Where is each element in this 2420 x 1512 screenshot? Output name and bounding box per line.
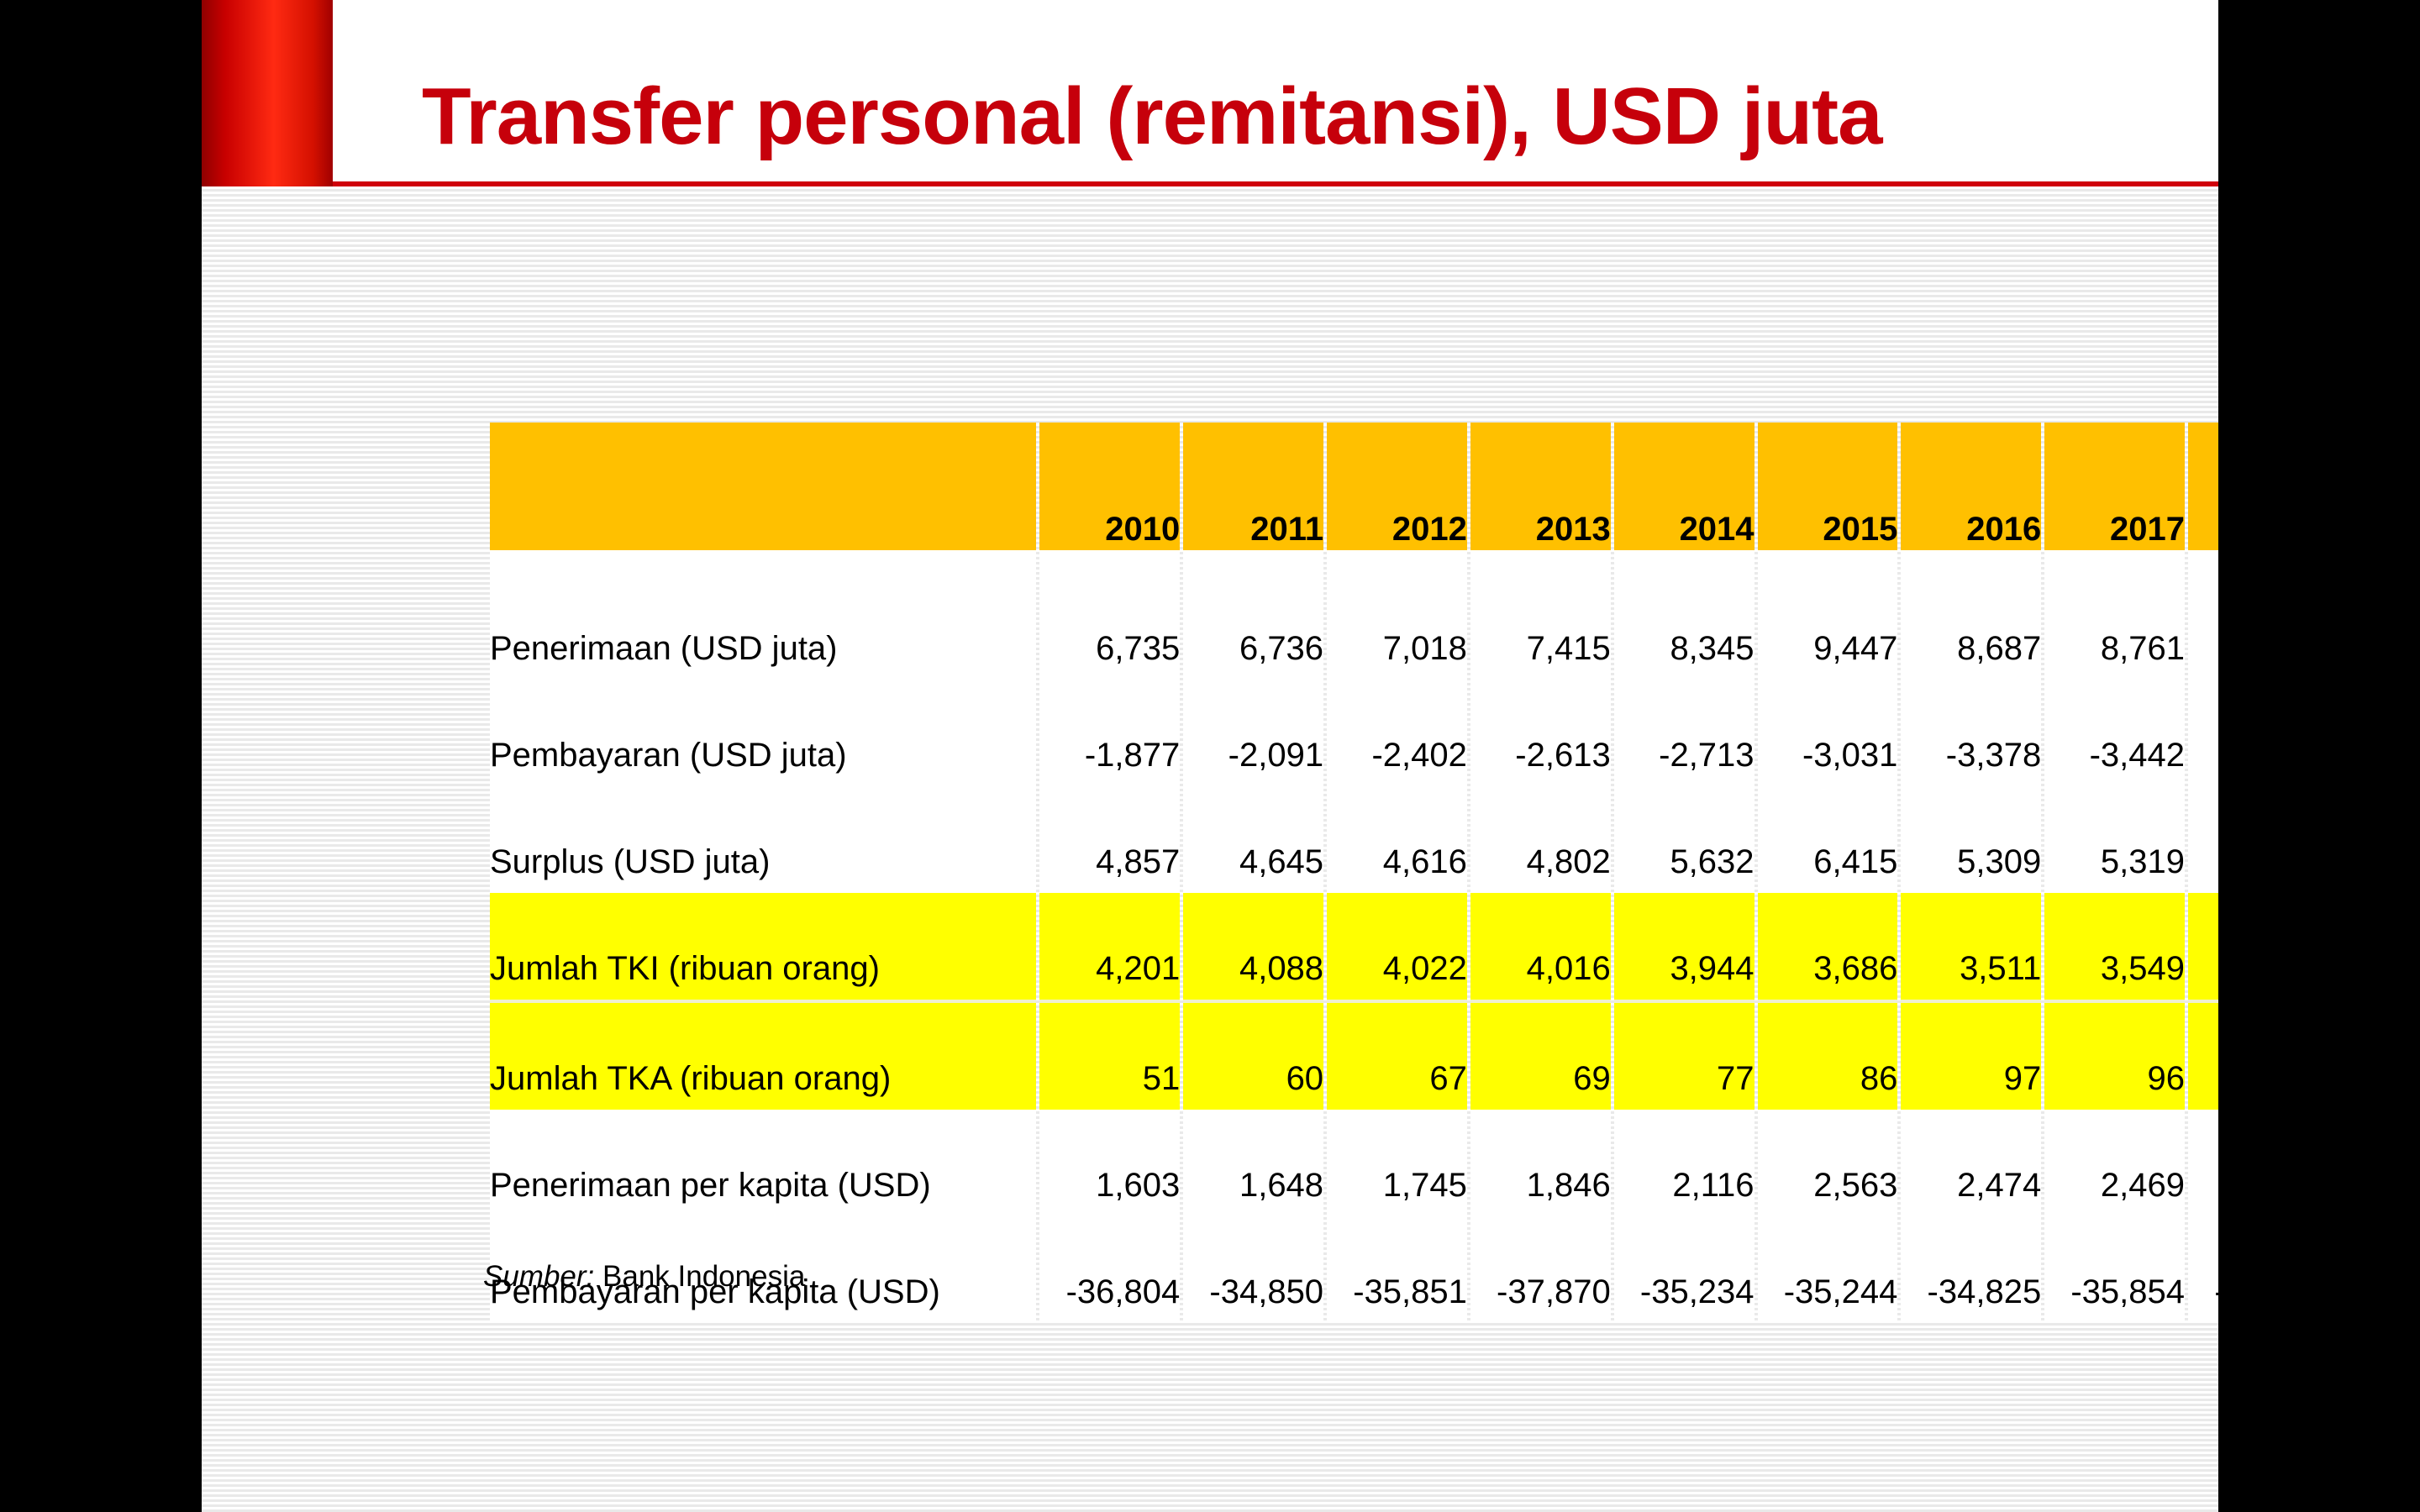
value-cell: 5,319	[2044, 786, 2186, 893]
row-label: Surplus (USD juta)	[490, 786, 1037, 893]
row-label: Pembayaran (USD juta)	[490, 680, 1037, 786]
source-label: Sumber:	[483, 1260, 595, 1293]
slide: Transfer personal (remitansi), USD juta …	[202, 0, 2218, 1512]
value-cell: 96	[2044, 1000, 2186, 1110]
value-cell: 7,567	[2188, 786, 2218, 893]
slide-title: Transfer personal (remitansi), USD juta	[422, 71, 1882, 161]
value-cell: 5,309	[1901, 786, 2042, 893]
row-label: Pembayaran per kapita (USD)	[490, 1216, 1037, 1323]
table-row: Surplus (USD juta) 4,857 4,645 4,616 4,802 5,…	[490, 786, 2218, 893]
value-cell: 4,616	[1327, 786, 1467, 893]
title-area	[333, 0, 2218, 186]
row-label: Jumlah TKI (ribuan orang)	[490, 893, 1037, 1000]
header-year-2012: 2012	[1327, 423, 1467, 550]
header-year-2015: 2015	[1757, 423, 1898, 550]
value-cell: 2,563	[1757, 1110, 1898, 1216]
value-cell: 10,971	[2188, 550, 2218, 680]
value-cell: 4,857	[1039, 786, 1181, 893]
value-cell: 77	[1613, 1000, 1754, 1110]
row-label: Penerimaan (USD juta)	[490, 550, 1037, 680]
remittance-table-container: 201020112012201320142015201620172018 Pen…	[490, 423, 2218, 1323]
value-cell: -2,613	[1470, 680, 1611, 786]
table-row: Pembayaran per kapita (USD) -36,804 -34,85…	[490, 1216, 2218, 1323]
value-cell: 4,201	[1039, 893, 1181, 1000]
value-cell: 3,511	[1901, 893, 2042, 1000]
source-text: Bank Indonesia	[602, 1260, 806, 1293]
value-cell: -36,213	[2188, 1216, 2218, 1323]
value-cell: -35,854	[2044, 1216, 2186, 1323]
value-cell: 6,415	[1757, 786, 1898, 893]
value-cell: 8,761	[2044, 550, 2186, 680]
value-cell: -1,877	[1039, 680, 1181, 786]
header-label-cell	[490, 423, 1037, 550]
value-cell: 86	[1757, 1000, 1898, 1110]
value-cell: 1,603	[1039, 1110, 1181, 1216]
value-cell: 2,474	[1901, 1110, 2042, 1216]
table-row: Jumlah TKA (ribuan orang) 51 60 67 69 77 86 97 9…	[490, 1000, 2218, 1110]
value-cell: -35,244	[1757, 1216, 1898, 1323]
header-year-2017: 2017	[2044, 423, 2186, 550]
value-cell: 94	[2188, 1000, 2218, 1110]
value-cell: 9,447	[1757, 550, 1898, 680]
header-year-2014: 2014	[1613, 423, 1754, 550]
source-note: Sumber: Bank Indonesia	[483, 1260, 805, 1294]
value-cell: -3,404	[2188, 680, 2218, 786]
value-cell: 6,735	[1039, 550, 1181, 680]
value-cell: 67	[1327, 1000, 1467, 1110]
red-accent-bar	[202, 0, 333, 186]
value-cell: -37,870	[1470, 1216, 1611, 1323]
value-cell: 4,022	[1327, 893, 1467, 1000]
value-cell: 8,345	[1613, 550, 1754, 680]
value-cell: 2,116	[1613, 1110, 1754, 1216]
value-cell: 1,648	[1183, 1110, 1324, 1216]
value-cell: -35,234	[1613, 1216, 1754, 1323]
value-cell: 4,016	[1470, 893, 1611, 1000]
value-cell: 3,686	[1757, 893, 1898, 1000]
value-cell: 2,469	[2044, 1110, 2186, 1216]
row-label: Penerimaan per kapita (USD)	[490, 1110, 1037, 1216]
value-cell: 1,745	[1327, 1110, 1467, 1216]
value-cell: 3,549	[2044, 893, 2186, 1000]
value-cell: 3,650	[2188, 893, 2218, 1000]
remittance-table: 201020112012201320142015201620172018 Pen…	[487, 423, 2218, 1323]
value-cell: 8,687	[1901, 550, 2042, 680]
value-cell: 69	[1470, 1000, 1611, 1110]
header-year-2016: 2016	[1901, 423, 2042, 550]
value-cell: 3,006	[2188, 1110, 2218, 1216]
table-row: Jumlah TKI (ribuan orang) 4,201 4,088 4,022…	[490, 893, 2218, 1000]
table-header-row: 201020112012201320142015201620172018	[490, 423, 2218, 550]
header-year-2011: 2011	[1183, 423, 1324, 550]
value-cell: 5,632	[1613, 786, 1754, 893]
value-cell: -3,442	[2044, 680, 2186, 786]
value-cell: 4,645	[1183, 786, 1324, 893]
table-body: Penerimaan (USD juta) 6,735 6,736 7,018 7,41…	[490, 550, 2218, 1323]
table-row: Pembayaran (USD juta) -1,877 -2,091 -2,402-…	[490, 680, 2218, 786]
title-underline	[333, 181, 2218, 186]
value-cell: -34,825	[1901, 1216, 2042, 1323]
value-cell: -3,378	[1901, 680, 2042, 786]
value-cell: -2,713	[1613, 680, 1754, 786]
value-cell: 51	[1039, 1000, 1181, 1110]
table-row: Penerimaan per kapita (USD) 1,603 1,648 1,7…	[490, 1110, 2218, 1216]
row-label: Jumlah TKA (ribuan orang)	[490, 1000, 1037, 1110]
table-row: Penerimaan (USD juta) 6,735 6,736 7,018 7,41…	[490, 550, 2218, 680]
value-cell: -2,091	[1183, 680, 1324, 786]
header-year-2018: 2018	[2188, 423, 2218, 550]
value-cell: 6,736	[1183, 550, 1324, 680]
value-cell: 1,846	[1470, 1110, 1611, 1216]
value-cell: -34,850	[1183, 1216, 1324, 1323]
header-year-2013: 2013	[1470, 423, 1611, 550]
value-cell: 7,018	[1327, 550, 1467, 680]
value-cell: -2,402	[1327, 680, 1467, 786]
value-cell: 3,944	[1613, 893, 1754, 1000]
value-cell: 4,802	[1470, 786, 1611, 893]
value-cell: -35,851	[1327, 1216, 1467, 1323]
value-cell: 4,088	[1183, 893, 1324, 1000]
value-cell: 7,415	[1470, 550, 1611, 680]
value-cell: 60	[1183, 1000, 1324, 1110]
header-year-2010: 2010	[1039, 423, 1181, 550]
value-cell: 97	[1901, 1000, 2042, 1110]
value-cell: -36,804	[1039, 1216, 1181, 1323]
value-cell: -3,031	[1757, 680, 1898, 786]
